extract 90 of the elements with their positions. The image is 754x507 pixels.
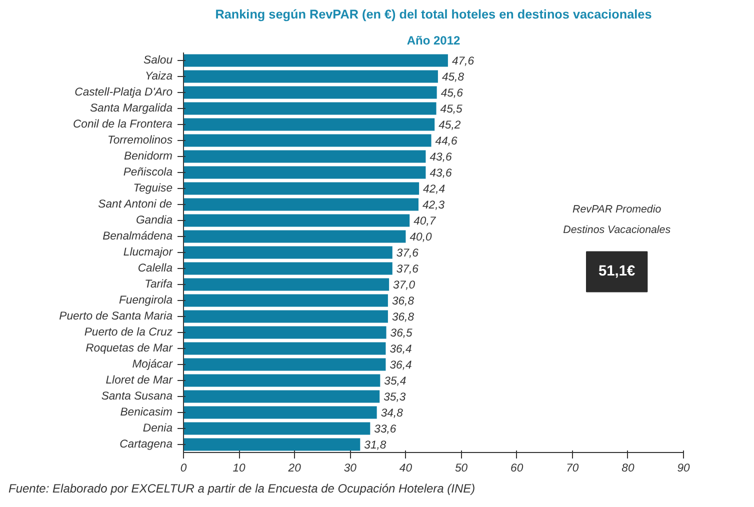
y-tick-label: Lloret de Mar [106, 374, 174, 386]
bar [184, 70, 438, 83]
bar [184, 422, 370, 435]
bar [184, 406, 377, 419]
data-label: 47,6 [452, 56, 475, 68]
bar [184, 214, 410, 227]
y-tick-label: Calella [138, 262, 173, 274]
data-label: 44,6 [435, 136, 458, 148]
bar [184, 358, 386, 371]
bar [184, 150, 426, 163]
x-tick-label: 0 [180, 462, 188, 474]
x-tick-label: 80 [622, 462, 635, 474]
data-label: 45,2 [438, 120, 462, 132]
data-label: 36,4 [390, 360, 412, 372]
data-label: 36,8 [392, 312, 415, 324]
y-tick-label: Puerto de Santa Maria [59, 310, 173, 322]
bar [184, 294, 388, 307]
y-tick-label: Benidorm [124, 150, 172, 162]
data-label: 40,0 [410, 232, 432, 244]
data-label: 45,5 [440, 104, 464, 116]
data-label: 36,4 [390, 344, 412, 356]
x-tick-label: 30 [344, 462, 358, 474]
data-label: 35,4 [384, 376, 406, 388]
bar [184, 134, 432, 147]
y-tick-label: Fuengirola [118, 294, 173, 306]
source-note: Fuente: Elaborado por EXCELTUR a partir de la Encuesta de Ocupación Hotelera (INE) [8, 482, 476, 496]
x-tick-label: 20 [287, 462, 302, 474]
y-tick-label: Cartagena [120, 438, 173, 450]
y-tick-label: Tarifa [144, 278, 173, 290]
data-label: 31,8 [364, 440, 387, 452]
data-label: 37,0 [393, 280, 416, 292]
data-label: 42,3 [422, 200, 446, 212]
y-tick-label: Santa Susana [101, 390, 172, 402]
y-tick-label: Santa Margalida [90, 102, 173, 114]
y-tick-label: Peñiscola [123, 166, 173, 178]
y-tick-label: Teguise [133, 182, 173, 194]
bar [184, 118, 435, 131]
bar [184, 246, 392, 259]
x-tick-label: 10 [232, 462, 246, 474]
bar [184, 86, 437, 99]
y-tick-label: Torremolinos [107, 134, 173, 146]
bar [184, 310, 388, 323]
chart-subtitle: Año 2012 [406, 34, 461, 48]
bar [184, 342, 386, 355]
y-tick-label: Roquetas de Mar [86, 342, 174, 354]
data-label: 37,6 [396, 248, 420, 260]
bar [184, 54, 448, 67]
bar [184, 390, 380, 403]
data-label: 36,8 [392, 296, 415, 308]
data-label: 36,5 [390, 328, 414, 340]
x-tick-label: 90 [677, 462, 690, 474]
data-label: 33,6 [374, 424, 397, 436]
y-tick-label: Denia [142, 422, 173, 434]
x-tick-label: 60 [510, 462, 524, 474]
chart-title: Ranking según RevPAR (en €) del total hoteles en destinos vacacionales [215, 8, 652, 22]
x-tick-label: 50 [454, 462, 468, 474]
data-label: 43,6 [430, 168, 452, 180]
data-label: 40,7 [414, 216, 436, 228]
y-tick-label: Benicasim [120, 406, 173, 418]
data-label: 34,8 [380, 408, 404, 420]
y-tick-label: Gandia [136, 214, 172, 226]
bar [184, 198, 418, 211]
bar [184, 374, 380, 387]
annotation: 51,1€ [598, 264, 636, 280]
x-tick-label: 70 [566, 462, 580, 474]
annotation: RevPAR Promedio Destinos Vacacionales [563, 203, 672, 236]
bar [184, 438, 360, 451]
bar [184, 326, 386, 339]
y-tick-label: Sant Antoni de [98, 198, 172, 210]
y-tick-label: Llucmajor [123, 246, 174, 258]
data-label: 35,3 [384, 392, 406, 404]
x-tick-label: 40 [399, 462, 413, 474]
y-tick-label: Puerto de la Cruz [84, 326, 173, 338]
bar [184, 166, 426, 179]
y-tick-label: Yaiza [145, 70, 173, 82]
bar [184, 262, 392, 275]
bar [184, 102, 436, 115]
bar [184, 230, 406, 243]
bar [184, 278, 390, 291]
data-label: 45,6 [440, 88, 464, 100]
data-label: 42,4 [423, 184, 446, 196]
bar [184, 182, 420, 195]
y-tick-label: Mojácar [132, 358, 174, 370]
data-label: 37,6 [396, 264, 420, 276]
data-label: 43,6 [430, 152, 452, 164]
y-tick-label: Conil de la Frontera [73, 118, 173, 130]
y-tick-label: Salou [144, 54, 174, 66]
y-tick-label: Benalmádena [102, 230, 173, 242]
y-tick-label: Castell-Platja D'Aro [74, 86, 173, 98]
data-label: 45,8 [442, 72, 465, 84]
